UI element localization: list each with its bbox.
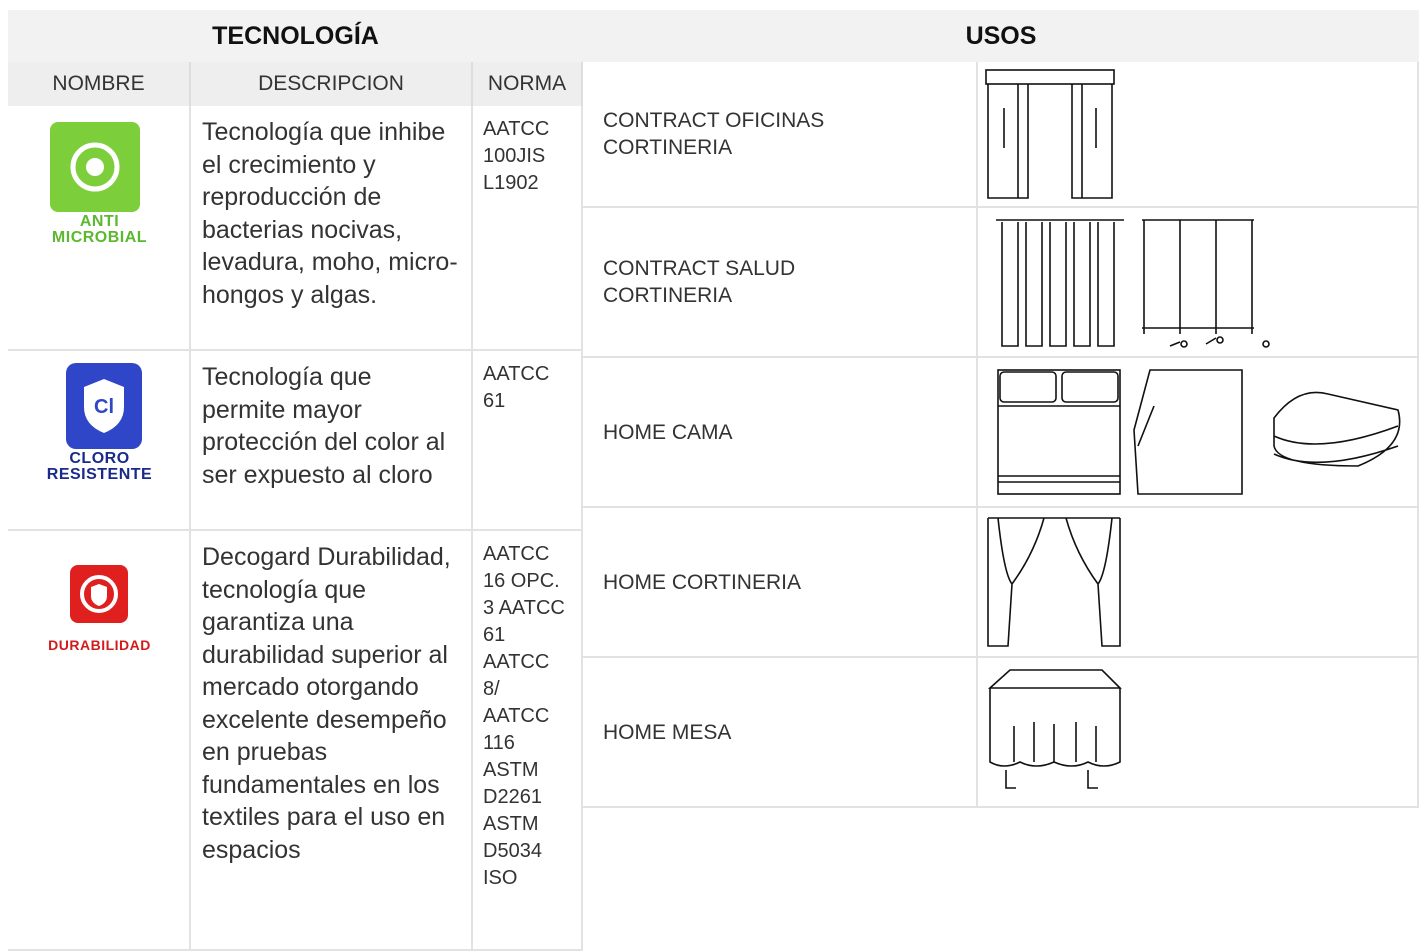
logo-text: ANTI MICROBIAL <box>8 214 191 246</box>
curtain-icon <box>996 219 1270 348</box>
uso-text: HOME MESA <box>603 720 732 744</box>
logo-cell: Cl CLORO RESISTENTE <box>8 351 191 531</box>
header-left: TECNOLOGÍA <box>8 10 583 62</box>
uso-name: CONTRACT SALUD CORTINERIA <box>583 208 978 358</box>
description: Tecnología que permite mayor protección … <box>191 351 473 531</box>
column-header: DESCRIPCION <box>191 62 473 106</box>
header-right: USOS <box>583 10 1419 62</box>
norma: AATCC 16 OPC. 3 AATCC 61 AATCC 8/ AATCC … <box>483 543 565 889</box>
curtain-icon <box>985 69 1115 199</box>
norma-cell: AATCC 100JIS L1902 <box>473 106 583 351</box>
column-header: NORMA <box>473 62 583 106</box>
logo-line: DURABILIDAD <box>48 637 151 653</box>
logo-line: MICROBIAL <box>51 229 148 246</box>
uso-text: CONTRACT SALUD CORTINERIA <box>603 257 796 307</box>
logo-text: CLORO RESISTENTE <box>8 451 191 483</box>
uso-icon-cell <box>978 208 1419 358</box>
uso-text: CONTRACT OFICINAS CORTINERIA <box>603 109 825 159</box>
logo-line: ANTI <box>79 213 120 230</box>
logo-line: RESISTENTE <box>46 466 153 483</box>
uso-text: HOME CORTINERIA <box>603 570 801 594</box>
uso-icon-cell <box>978 658 1419 808</box>
norma-cell: AATCC 16 OPC. 3 AATCC 61 AATCC 8/ AATCC … <box>473 531 583 951</box>
logo-icon: Cl <box>66 363 142 449</box>
column-header: NOMBRE <box>8 62 191 106</box>
norma: AATCC 61 <box>483 363 550 412</box>
bed-icon <box>997 369 1401 495</box>
logo-cell: DURABILIDAD <box>8 531 191 951</box>
uso-name: HOME CAMA <box>583 358 978 508</box>
uso-name: CONTRACT OFICINAS CORTINERIA <box>583 62 978 208</box>
uso-text: HOME CAMA <box>603 420 733 444</box>
svg-text:Cl: Cl <box>94 396 114 418</box>
curtain-icon <box>987 517 1121 647</box>
table-icon <box>987 669 1122 789</box>
logo-line: CLORO <box>69 450 130 467</box>
logo-text: DURABILIDAD <box>8 637 191 653</box>
norma-cell: AATCC 61 <box>473 351 583 531</box>
uso-icon-cell <box>978 62 1419 208</box>
description: Decogard Durabilidad, tecnología que gar… <box>191 531 473 951</box>
logo-icon <box>50 122 140 212</box>
logo-icon <box>70 565 128 623</box>
uso-name: HOME CORTINERIA <box>583 508 978 658</box>
logo-cell: ANTI MICROBIAL <box>8 106 191 351</box>
uso-icon-cell <box>978 508 1419 658</box>
uso-icon-cell <box>978 358 1419 508</box>
uso-name: HOME MESA <box>583 658 978 808</box>
norma: AATCC 100JIS L1902 <box>483 118 550 194</box>
description: Tecnología que inhibe el crecimiento y r… <box>191 106 473 351</box>
